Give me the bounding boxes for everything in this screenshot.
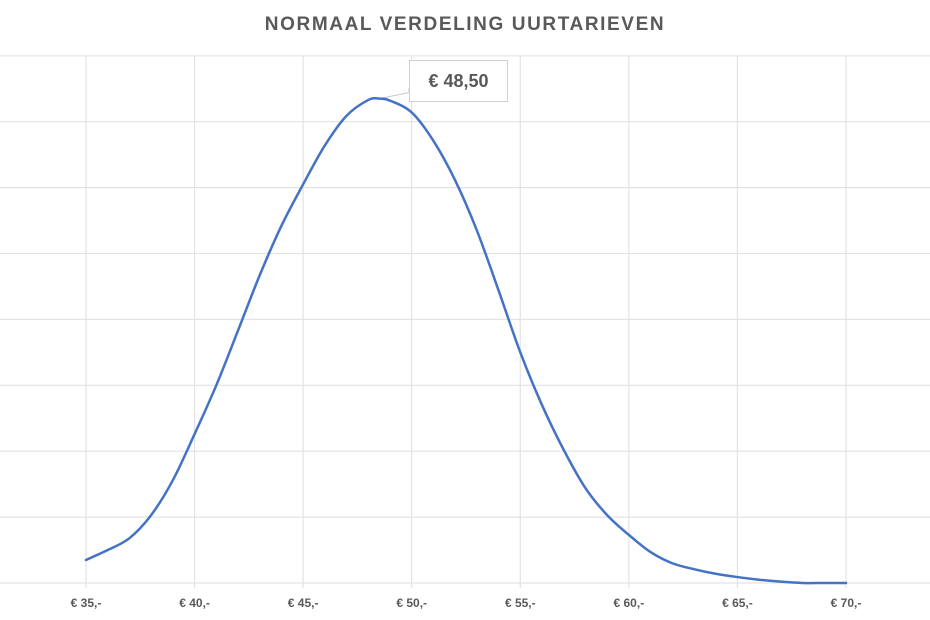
chart-title: NORMAAL VERDELING UURTARIEVEN bbox=[264, 14, 666, 35]
x-tick-label: € 45,- bbox=[287, 596, 319, 610]
x-tick-label: € 55,- bbox=[504, 596, 536, 610]
x-tick-label: € 50,- bbox=[396, 596, 428, 610]
x-tick-label: € 65,- bbox=[722, 596, 753, 610]
peak-callout: € 48,50 bbox=[409, 60, 508, 102]
callout-leader-line bbox=[379, 88, 410, 100]
x-tick-label: € 70,- bbox=[830, 596, 862, 610]
x-tick-label: € 40,- bbox=[179, 596, 210, 610]
peak-callout-label: € 48,50 bbox=[428, 70, 489, 91]
gridlines bbox=[0, 55, 930, 588]
series-line bbox=[84, 96, 848, 585]
x-tick-label: € 60,- bbox=[613, 596, 645, 610]
x-tick-label: € 35,- bbox=[70, 596, 102, 610]
